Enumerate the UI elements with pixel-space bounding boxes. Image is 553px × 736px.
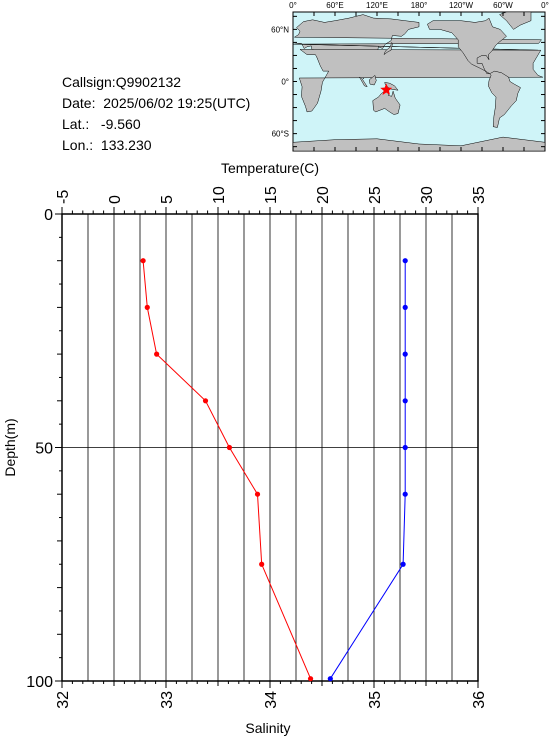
temperature-axis: -5 0 5 10 15 20 25 30 35 bbox=[55, 186, 488, 214]
chart-grid bbox=[61, 213, 479, 682]
map-lon-tick-label: 180° bbox=[411, 1, 428, 10]
salinity-data-point bbox=[327, 676, 333, 682]
temperature-tick-label: 25 bbox=[367, 186, 384, 204]
callsign-row: Callsign:Q9902132 bbox=[62, 72, 250, 93]
depth-axis: 0 50 100 bbox=[26, 207, 62, 691]
lon-label: Lon.: bbox=[62, 137, 94, 153]
map-land-north-america bbox=[427, 17, 507, 74]
temperature-tick-label: -5 bbox=[55, 190, 72, 204]
depth-tick-label: 100 bbox=[26, 674, 53, 691]
lat-row: Lat.: -9.560 bbox=[62, 114, 250, 135]
salinity-axis-title: Salinity bbox=[245, 720, 290, 736]
map-lon-tick-label: 0° bbox=[289, 1, 297, 10]
salinity-tick-label: 35 bbox=[367, 691, 384, 709]
world-map: 0° 60°E 120°E 180° 120°W 60°W 0° 60°N 0° 60°S bbox=[271, 1, 549, 152]
temperature-tick-label: 20 bbox=[315, 186, 332, 204]
map-land-japan bbox=[383, 41, 393, 56]
salinity-data-point bbox=[402, 351, 408, 357]
temperature-tick-label: 0 bbox=[107, 195, 124, 204]
temperature-tick-label: 5 bbox=[159, 195, 176, 204]
date-row: Date: 2025/06/02 19:25(UTC) bbox=[62, 93, 250, 114]
temperature-data-point bbox=[140, 258, 146, 264]
temperature-tick-label: 15 bbox=[263, 186, 280, 204]
map-lat-tick-label: 60°N bbox=[271, 25, 289, 34]
callsign-label: Callsign: bbox=[62, 74, 116, 90]
temperature-profile-line bbox=[142, 260, 312, 679]
callsign-value: Q9902132 bbox=[115, 74, 182, 90]
map-lon-tick-label: 0° bbox=[541, 1, 549, 10]
depth-tick-label: 0 bbox=[44, 207, 53, 224]
salinity-data-point bbox=[402, 398, 408, 404]
salinity-data-point bbox=[402, 304, 408, 310]
temperature-tick-label: 30 bbox=[419, 186, 436, 204]
lon-row: Lon.: 133.230 bbox=[62, 135, 250, 156]
temperature-data-point bbox=[202, 398, 209, 404]
map-lat-tick-label: 0° bbox=[281, 78, 289, 87]
salinity-tick-label: 32 bbox=[55, 691, 72, 709]
salinity-axis: 32 33 34 35 36 bbox=[55, 681, 488, 709]
station-info: Callsign:Q9902132 Date: 2025/06/02 19:25… bbox=[62, 72, 250, 156]
map-lat-tick-label: 60°S bbox=[272, 130, 289, 139]
depth-axis-title: Depth(m) bbox=[2, 418, 18, 476]
lat-value: -9.560 bbox=[100, 116, 141, 132]
station-marker-icon bbox=[380, 83, 393, 96]
lon-value: 133.230 bbox=[100, 137, 152, 153]
salinity-tick-label: 33 bbox=[159, 691, 176, 709]
map-land-greenland bbox=[499, 11, 532, 30]
temperature-axis-title: Temperature(C) bbox=[221, 160, 319, 176]
temperature-tick-label: 10 bbox=[211, 186, 228, 204]
salinity-data-point bbox=[400, 561, 406, 567]
salinity-profile-line bbox=[329, 260, 406, 679]
salinity-data-point bbox=[402, 444, 408, 451]
salinity-tick-label: 34 bbox=[263, 691, 280, 709]
map-lon-tick-label: 60°E bbox=[326, 1, 343, 10]
map-land-south-america bbox=[488, 70, 521, 128]
temperature-tick-label: 35 bbox=[471, 186, 488, 204]
lat-label: Lat.: bbox=[62, 116, 90, 132]
temperature-data-point bbox=[144, 304, 150, 310]
salinity-tick-label: 36 bbox=[471, 691, 488, 709]
depth-tick-label: 50 bbox=[35, 441, 53, 458]
map-land-borneo bbox=[369, 74, 377, 86]
salinity-data-point bbox=[402, 491, 408, 497]
temperature-data-point bbox=[254, 491, 261, 497]
chart-series bbox=[140, 258, 408, 682]
salinity-data-point bbox=[402, 258, 408, 264]
map-land-sumatra bbox=[358, 76, 368, 88]
temperature-data-point bbox=[226, 444, 233, 451]
temperature-data-point bbox=[259, 561, 265, 567]
map-lon-tick-label: 120°W bbox=[449, 1, 474, 10]
map-land bbox=[292, 11, 546, 152]
temperature-data-point bbox=[307, 676, 314, 682]
map-lon-tick-label: 120°E bbox=[366, 1, 388, 10]
temperature-data-point bbox=[154, 351, 160, 357]
date-label: Date: bbox=[62, 95, 96, 111]
map-lon-tick-label: 60°W bbox=[493, 1, 513, 10]
date-value: 2025/06/02 19:25(UTC) bbox=[103, 95, 251, 111]
